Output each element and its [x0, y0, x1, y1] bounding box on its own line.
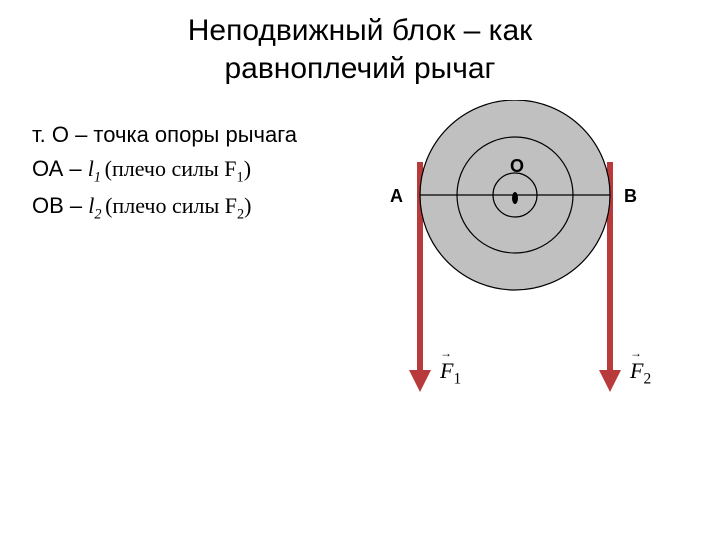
vector-arrow-icon: →: [630, 346, 642, 361]
text-line-2: ОА – l1 (плечо силы F1): [32, 152, 297, 189]
title-line-2: равноплечий рычаг: [225, 52, 496, 85]
text-line-1: т. О – точка опоры рычага: [32, 118, 297, 152]
force-label-f1: → F1: [440, 358, 461, 388]
force-label-f2: → F2: [630, 358, 651, 388]
body-text: т. О – точка опоры рычага ОА – l1 (плечо…: [32, 118, 297, 225]
pulley-diagram: А В О → F1 → F2: [330, 100, 700, 430]
slide-title: Неподвижный блок – как равноплечий рычаг: [0, 0, 720, 87]
svg-text:В: В: [624, 186, 637, 206]
vector-arrow-icon: →: [440, 346, 452, 361]
title-line-1: Неподвижный блок – как: [188, 14, 533, 47]
svg-text:А: А: [390, 186, 403, 206]
text-line-3: ОВ – l2 (плечо силы F2): [32, 189, 297, 226]
svg-text:О: О: [510, 156, 524, 176]
